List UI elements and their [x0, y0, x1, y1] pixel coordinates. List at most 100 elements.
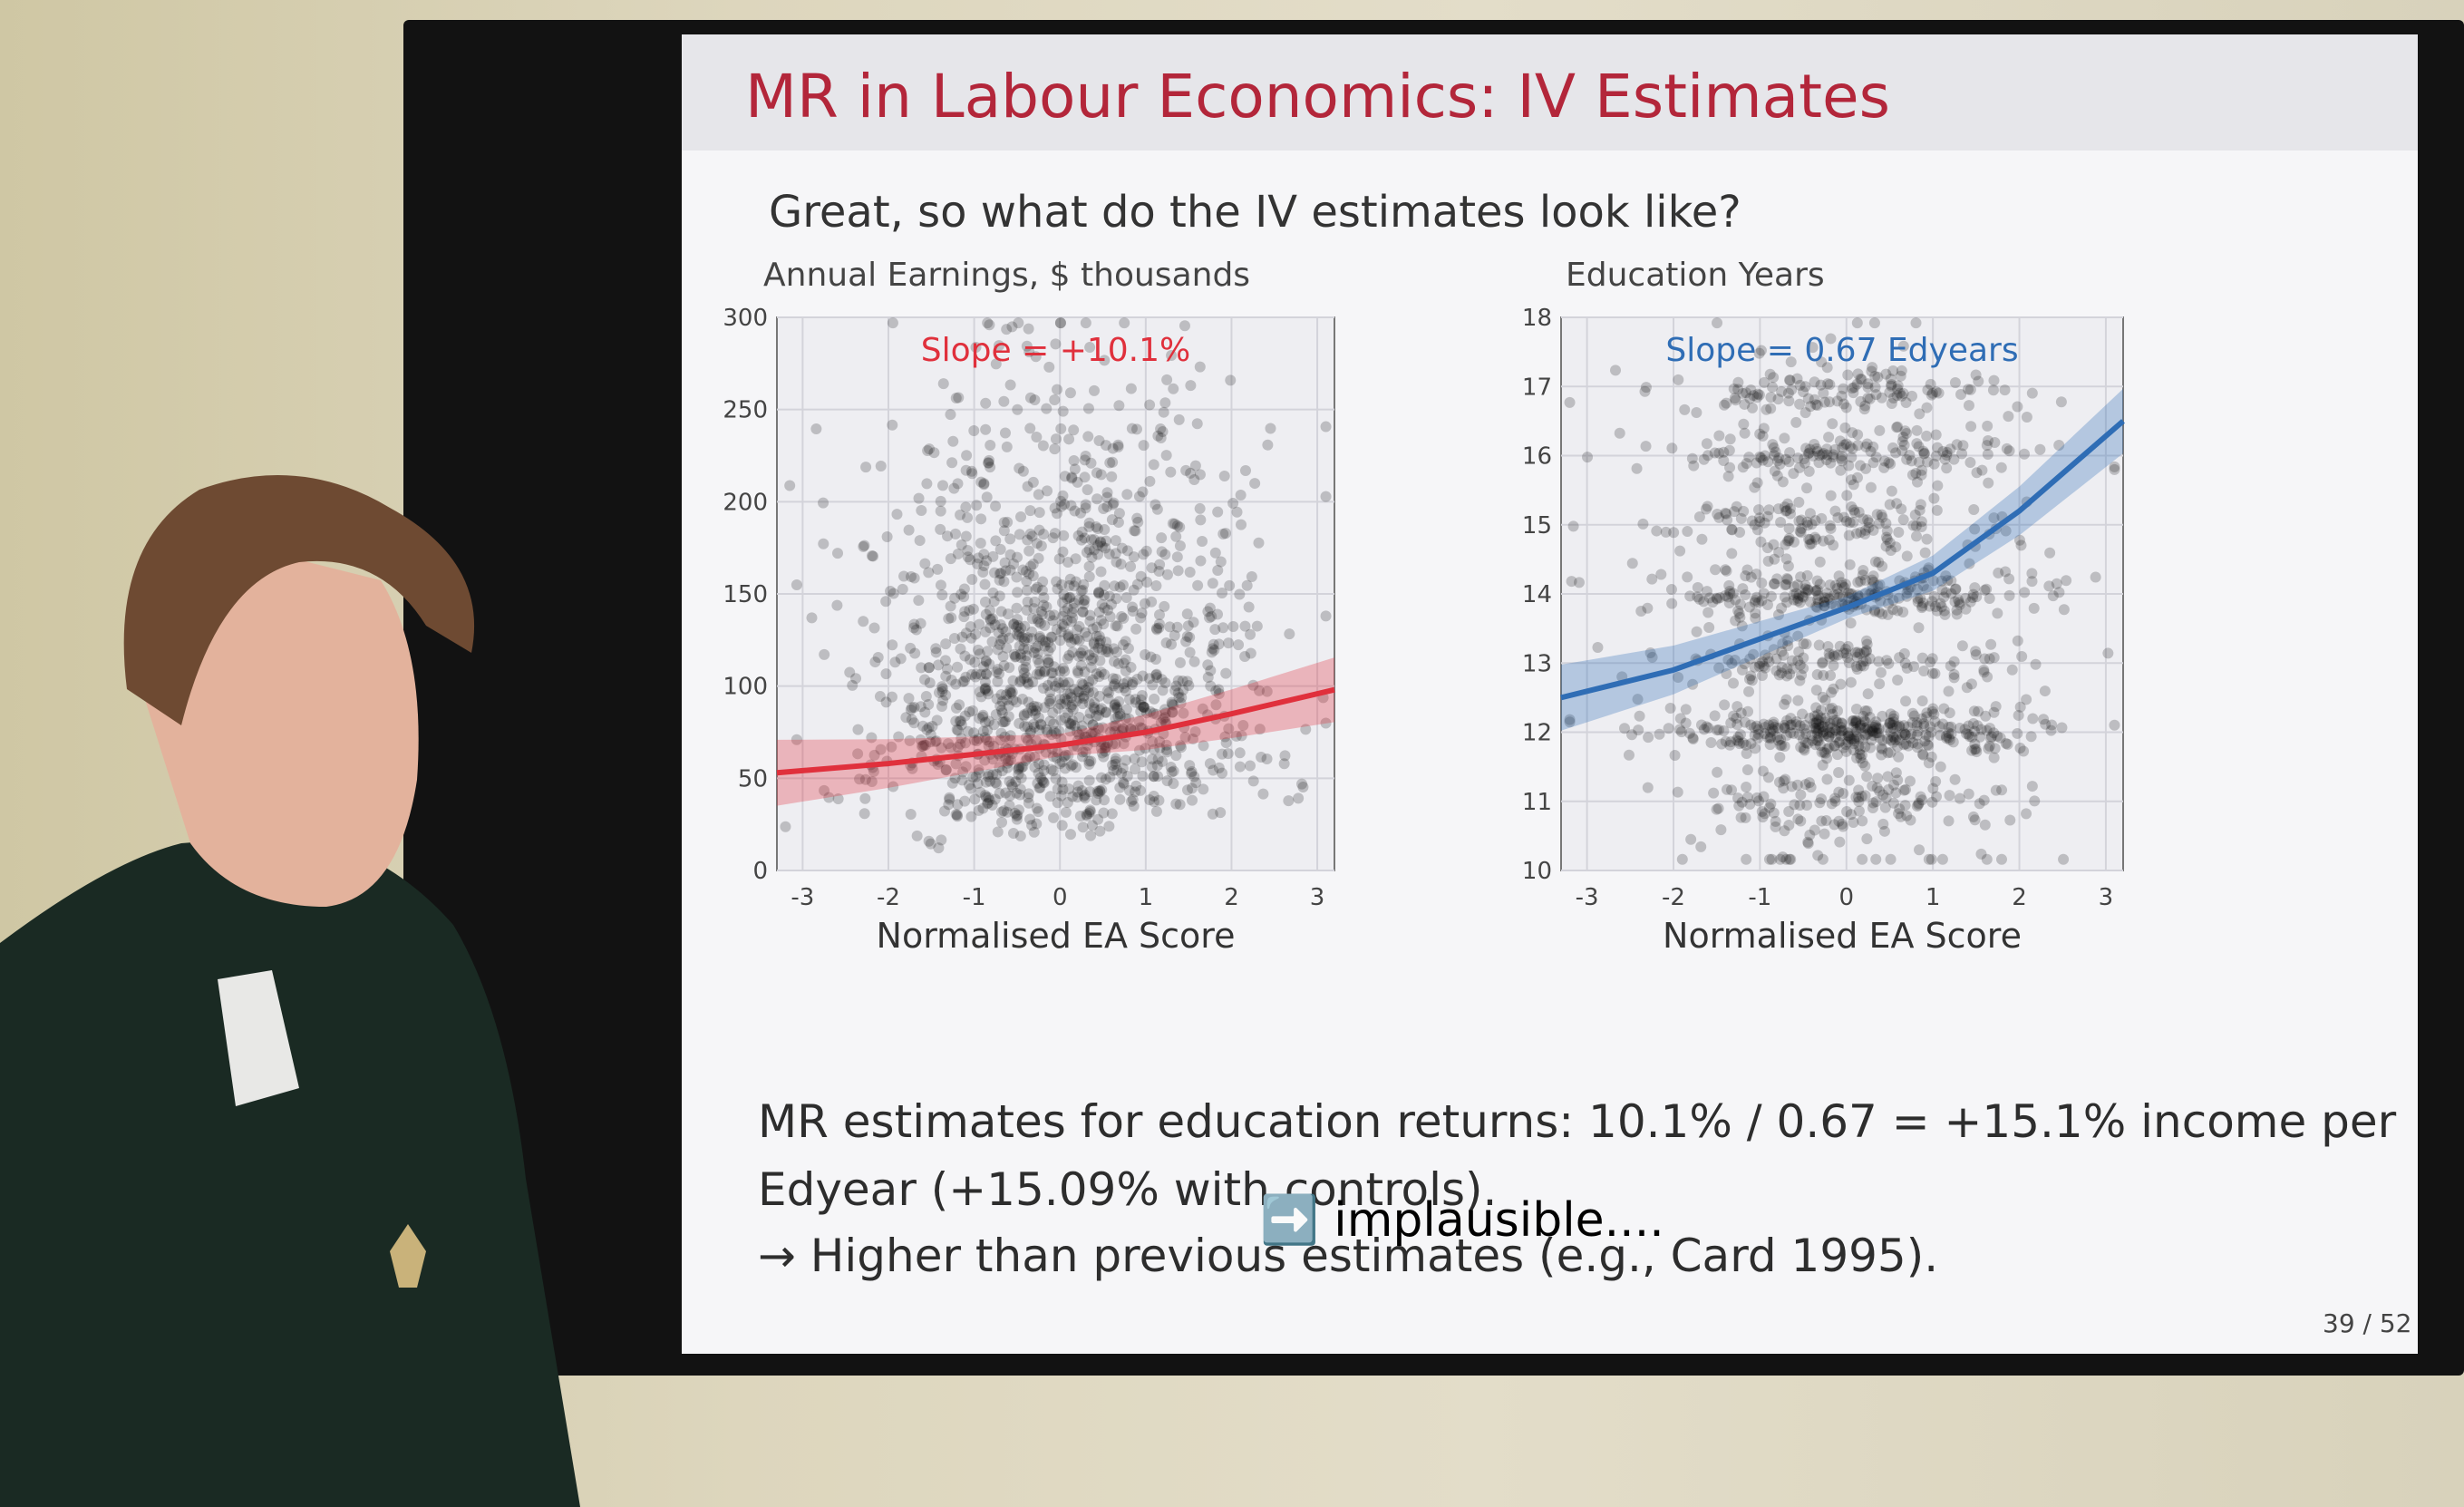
scatter-point [1150, 805, 1162, 817]
scatter-point [1083, 774, 1095, 786]
scatter-point [1133, 491, 1145, 502]
scatter-point [1755, 345, 1767, 356]
scatter-point [994, 638, 1005, 650]
scatter-point [1182, 620, 1194, 632]
scatter-point [1085, 830, 1097, 841]
scatter-point [1091, 493, 1103, 505]
scatter-point [1215, 556, 1227, 568]
scatter-point [1171, 621, 1183, 633]
scatter-point [1029, 394, 1041, 406]
scatter-point [1766, 723, 1778, 734]
scatter-point [1099, 524, 1111, 536]
scatter-point [1076, 784, 1088, 796]
scatter-point [1320, 491, 1332, 502]
scatter-point [1072, 667, 1084, 679]
scatter-point [1911, 800, 1923, 812]
scatter-point [1066, 715, 1078, 726]
scatter-point [1692, 591, 1703, 603]
scatter-point [1082, 631, 1093, 643]
scatter-point [981, 668, 993, 680]
scatter-point [1148, 771, 1159, 783]
scatter-point [1809, 531, 1821, 543]
y-tick-label-1-3: 13 [1522, 650, 1552, 677]
scatter-point [872, 651, 884, 663]
scatter-point [1038, 777, 1050, 789]
scatter-point [1064, 725, 1076, 737]
scatter-point [923, 567, 935, 578]
scatter-point [975, 538, 986, 549]
scatter-point [1051, 624, 1062, 636]
scatter-point [1086, 820, 1098, 831]
scatter-point [1101, 501, 1113, 512]
scatter-point [979, 683, 991, 695]
scatter-point [1107, 499, 1119, 510]
fit-band-0 [777, 657, 1334, 806]
scatter-point [784, 480, 796, 491]
scatter-point [965, 632, 977, 644]
scatter-point [1083, 758, 1095, 770]
scatter-point [1869, 719, 1881, 731]
scatter-point [1034, 617, 1046, 629]
scatter-point [1062, 615, 1073, 627]
scatter-point [1033, 712, 1044, 724]
scatter-point [973, 552, 985, 564]
scatter-point [1916, 464, 1928, 476]
slide-subtitle: Great, so what do the IV estimates look … [769, 187, 1741, 238]
scatter-point [981, 798, 993, 810]
scatter-point [1021, 671, 1033, 683]
scatter-point [1261, 754, 1273, 765]
scatter-point [1774, 853, 1786, 865]
scatter-point [1054, 698, 1066, 710]
scatter-point [1707, 597, 1719, 608]
scatter-point [1098, 589, 1110, 601]
scatter-point [1081, 547, 1092, 559]
scatter-point [1052, 783, 1063, 795]
scatter-point [1887, 713, 1899, 724]
scatter-point [989, 793, 1001, 805]
scatter-point [1207, 808, 1218, 820]
scatter-point [2012, 401, 2023, 413]
scatter-point [1021, 650, 1033, 662]
scatter-point [1161, 775, 1173, 787]
scatter-point [1887, 365, 1899, 376]
scatter-point [1763, 802, 1775, 813]
scatter-point [1120, 592, 1132, 604]
scatter-point [1015, 762, 1027, 773]
scatter-point [1867, 362, 1878, 374]
scatter-point [1873, 727, 1885, 739]
scatter-point [1089, 727, 1101, 739]
scatter-point [1833, 570, 1845, 582]
scatter-point [1684, 590, 1696, 602]
scatter-point [1837, 579, 1848, 591]
scatter-point [1000, 626, 1012, 637]
scatter-point [1202, 606, 1214, 617]
scatter-point [1841, 806, 1853, 818]
scatter-point [914, 535, 926, 547]
y-tick-label-0-3: 150 [723, 581, 768, 608]
scatter-point [1688, 460, 1700, 472]
scatter-point [1808, 717, 1819, 729]
scatter-point [1080, 499, 1091, 510]
scatter-point [1072, 726, 1083, 738]
scatter-point [1234, 588, 1246, 600]
scatter-point [1046, 631, 1058, 643]
scatter-point [888, 588, 899, 599]
scatter-point [1120, 685, 1131, 697]
scatter-point [1897, 431, 1909, 442]
scatter-point [1033, 632, 1045, 644]
scatter-point [1210, 699, 1222, 711]
scatter-point [1100, 542, 1111, 554]
scatter-point [1092, 642, 1104, 654]
scatter-point [1069, 684, 1081, 695]
scatter-point [1749, 661, 1761, 673]
scatter-point [2021, 412, 2032, 423]
scatter-point [1125, 661, 1137, 673]
scatter-point [1038, 599, 1050, 611]
scatter-point [960, 501, 972, 513]
scatter-point [917, 740, 929, 752]
scatter-point [2012, 727, 2023, 739]
scatter-point [958, 583, 970, 595]
scatter-point [1017, 564, 1029, 576]
scatter-point [1279, 750, 1291, 762]
scatter-point [1014, 529, 1025, 540]
